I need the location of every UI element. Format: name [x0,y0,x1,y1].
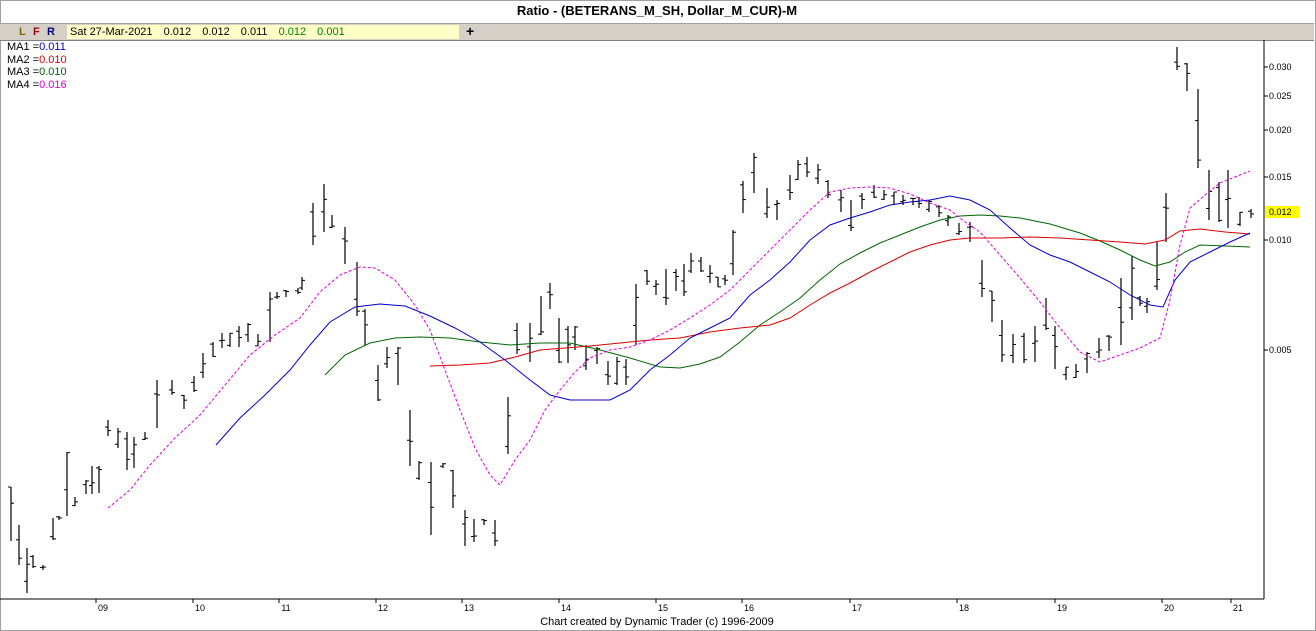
legend-ma1-value: 0.011 [39,41,66,53]
ohlc-date: Sat 27-Mar-2021 [70,26,153,38]
legend-ma2: MA2 =0.010 [7,54,67,67]
ma1-line [215,195,1251,446]
legend-ma3-value: 0.010 [39,66,67,78]
y-tick-label: 0.025 [1269,91,1292,101]
legend-ma2-name: MA2 = [7,53,40,66]
last-price-marker [1265,206,1299,218]
last-price-label: 0.012 [1269,207,1292,217]
ohlc-high: 0.012 [202,26,230,38]
legend-ma4-value: 0.016 [39,78,67,91]
x-tick-label: 16 [744,603,754,613]
toolbar-l-button[interactable]: L [19,26,26,38]
x-tick-label: 09 [98,603,108,613]
x-tick-label: 17 [852,603,862,613]
x-tick-label: 21 [1233,603,1243,613]
legend-ma3-name: MA3 = [7,66,40,78]
legend-ma1: MA1 =0.011 [7,41,67,54]
x-tick-label: 13 [464,603,474,613]
y-tick-label: 0.005 [1269,345,1292,355]
legend-ma3: MA3 =0.010 [7,66,67,79]
x-tick-label: 18 [959,603,969,613]
chart-title: Ratio - (BETERANS_M_SH, Dollar_M_CUR)-M [516,3,798,18]
toolbar: L F R Sat 27-Mar-2021 0.012 0.012 0.011 … [0,23,1314,41]
x-tick-label: 15 [658,603,668,613]
legend-ma4-name: MA4 = [7,78,40,91]
legend-ma2-value: 0.010 [39,53,67,66]
x-tick-label: 20 [1164,603,1174,613]
ma2-line [429,228,1251,367]
ohlc-open: 0.012 [163,26,192,38]
ohlc-close: 0.012 [278,26,307,38]
toolbar-f-button[interactable]: F [33,26,40,38]
y-tick-label: 0.015 [1269,172,1292,182]
y-tick-label: 0.030 [1269,62,1292,72]
ma4-line [107,170,1251,509]
ma-legend: MA1 =0.011 MA2 =0.010 MA3 =0.010 MA4 =0.… [7,41,67,91]
footer-credit: Chart created by Dynamic Trader (c) 1996… [540,616,774,628]
ohlc-readout: Sat 27-Mar-2021 0.012 0.012 0.011 0.012 … [67,25,459,39]
ohlc-low: 0.011 [240,26,268,38]
toolbar-r-button[interactable]: R [47,26,55,38]
x-tick-label: 12 [378,603,388,613]
y-tick-label: 0.020 [1269,125,1292,135]
x-tick-label: 11 [281,603,290,613]
legend-ma4: MA4 =0.016 [7,79,67,92]
x-tick-label: 14 [561,603,571,613]
y-tick-label: 0.010 [1269,235,1292,245]
ma3-line [324,214,1251,376]
crosshair-plus-icon[interactable]: + [466,23,475,39]
ohlc-change: 0.001 [317,26,345,38]
x-tick-label: 19 [1057,603,1067,613]
x-tick-label: 10 [195,603,205,613]
legend-ma1-name: MA1 = [7,41,40,53]
